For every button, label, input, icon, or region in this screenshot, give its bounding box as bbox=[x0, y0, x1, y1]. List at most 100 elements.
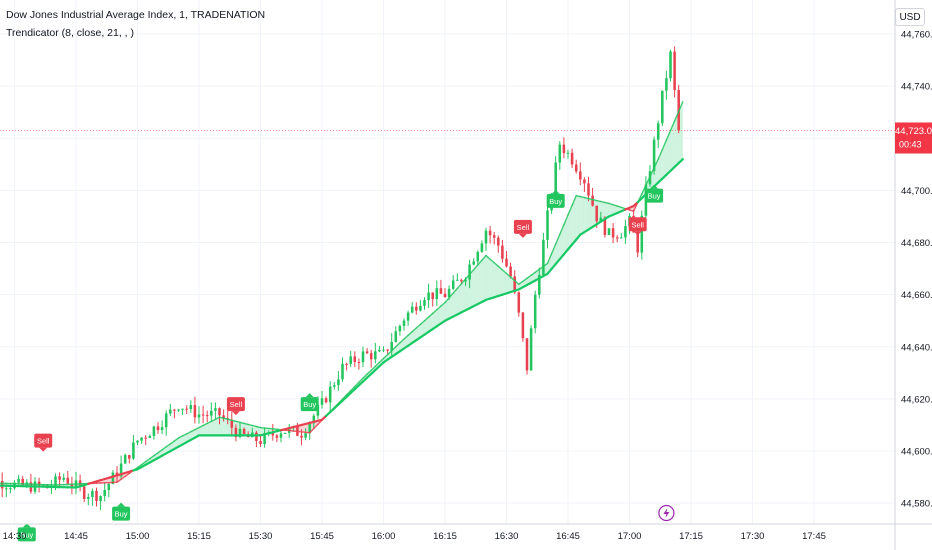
signal-labels: Sell Buy Buy Sell Buy Sell Buy Sell Buy bbox=[17, 184, 664, 542]
currency-button[interactable]: USD bbox=[895, 8, 925, 26]
candle-body bbox=[361, 351, 365, 363]
candle-body bbox=[169, 409, 172, 414]
indicator-legend[interactable]: Trendicator (8, close, 21, , ) bbox=[6, 27, 134, 39]
fast-line-segment bbox=[144, 457, 151, 463]
candle-body bbox=[636, 232, 639, 253]
fast-line-segment bbox=[522, 277, 528, 282]
candle-body bbox=[234, 427, 238, 438]
y-tick-label: 44,740.0 bbox=[901, 82, 932, 93]
fast-line-segment bbox=[620, 206, 627, 210]
candle-body bbox=[17, 478, 20, 483]
candle-body bbox=[349, 356, 352, 364]
fast-line-segment bbox=[116, 478, 122, 484]
trend-fill-segment bbox=[477, 260, 482, 305]
candle-body bbox=[439, 288, 443, 294]
candle-body bbox=[136, 440, 139, 443]
trend-fill-segment bbox=[568, 205, 573, 250]
candle-body bbox=[669, 51, 672, 79]
x-tick-label: 15:15 bbox=[187, 531, 211, 542]
fast-line-segment bbox=[309, 427, 315, 434]
signal-label: Buy bbox=[115, 510, 128, 519]
candle-body bbox=[390, 342, 393, 351]
signal-label: Buy bbox=[303, 400, 316, 409]
fast-line-segment bbox=[194, 426, 200, 431]
fast-line-segment bbox=[173, 437, 180, 442]
fast-line-segment bbox=[468, 268, 475, 276]
price-tag-countdown: 00:43 bbox=[899, 139, 922, 149]
fast-line-segment bbox=[120, 475, 126, 481]
candle-body bbox=[210, 410, 213, 416]
y-tick-label: 44,760.0 bbox=[901, 30, 932, 41]
fast-line-segment bbox=[235, 420, 241, 424]
candle-body bbox=[566, 152, 570, 154]
x-tick-label: 16:45 bbox=[556, 531, 580, 542]
candle-body bbox=[484, 230, 488, 244]
fast-line-segment bbox=[645, 175, 651, 186]
fast-line-segment bbox=[149, 455, 155, 460]
fast-line-segment bbox=[190, 428, 196, 433]
fast-line-segment bbox=[649, 167, 655, 178]
candle-body bbox=[624, 226, 627, 238]
fast-line-segment bbox=[477, 259, 483, 266]
fast-line-segment bbox=[604, 201, 610, 205]
signal-pointer bbox=[650, 184, 659, 189]
fast-line-segment bbox=[567, 204, 573, 216]
fast-line-segment bbox=[542, 262, 549, 268]
candle-body bbox=[99, 496, 102, 502]
trend-lines bbox=[0, 101, 684, 489]
trend-fill-segment bbox=[486, 255, 491, 300]
fast-line-segment bbox=[550, 243, 557, 255]
fast-line-segment bbox=[136, 463, 143, 469]
trend-fill-segment bbox=[436, 306, 441, 327]
candle-body bbox=[66, 477, 70, 484]
candle-body bbox=[156, 426, 160, 431]
fast-line-segment bbox=[497, 265, 504, 271]
candle-body bbox=[263, 433, 266, 445]
fast-line-segment bbox=[678, 101, 684, 113]
fast-line-segment bbox=[473, 264, 479, 271]
trend-fill-segment bbox=[457, 283, 462, 315]
fast-line-segment bbox=[505, 272, 512, 278]
candle-body bbox=[464, 279, 467, 282]
candle-body bbox=[451, 280, 455, 289]
candle-body bbox=[255, 432, 258, 442]
candle-body bbox=[70, 483, 74, 487]
candle-body bbox=[513, 276, 516, 293]
fast-line-segment bbox=[399, 338, 405, 344]
candle-body bbox=[259, 441, 262, 445]
candle-body bbox=[365, 351, 369, 354]
candle-body bbox=[308, 423, 311, 434]
fast-line-segment bbox=[231, 419, 237, 423]
fast-line-segment bbox=[341, 394, 348, 400]
fast-line-segment bbox=[140, 460, 147, 466]
candle-body bbox=[415, 306, 418, 311]
candle-body bbox=[443, 293, 447, 298]
fast-line-segment bbox=[370, 365, 376, 371]
buy-signal: Buy bbox=[17, 523, 36, 542]
candle-body bbox=[148, 435, 152, 438]
x-tick-label: 16:30 bbox=[495, 531, 519, 542]
candle-body bbox=[271, 432, 275, 436]
candle-body bbox=[181, 408, 184, 410]
candle-body bbox=[591, 195, 594, 206]
candle-body bbox=[144, 437, 147, 439]
buy-signal: Buy bbox=[546, 189, 565, 208]
candle-body bbox=[189, 405, 193, 410]
fast-line-segment bbox=[657, 148, 663, 160]
candle-body bbox=[304, 433, 307, 438]
chart-title: Dow Jones Industrial Average Index, 1, T… bbox=[6, 9, 266, 21]
candle-body bbox=[402, 320, 406, 326]
fast-line-segment bbox=[243, 422, 249, 426]
fast-line-segment bbox=[157, 449, 163, 454]
trend-fill-segment bbox=[494, 262, 499, 298]
trend-fill-segment bbox=[440, 302, 445, 324]
y-tick-label: 44,700.0 bbox=[901, 186, 932, 197]
fast-line-segment bbox=[391, 346, 397, 352]
candle-body bbox=[123, 455, 127, 464]
trend-fill-segment bbox=[481, 255, 486, 302]
signal-box bbox=[300, 397, 319, 412]
fast-line-segment bbox=[247, 423, 254, 427]
candle-body bbox=[132, 442, 135, 459]
trend-fill-segment bbox=[600, 201, 605, 222]
